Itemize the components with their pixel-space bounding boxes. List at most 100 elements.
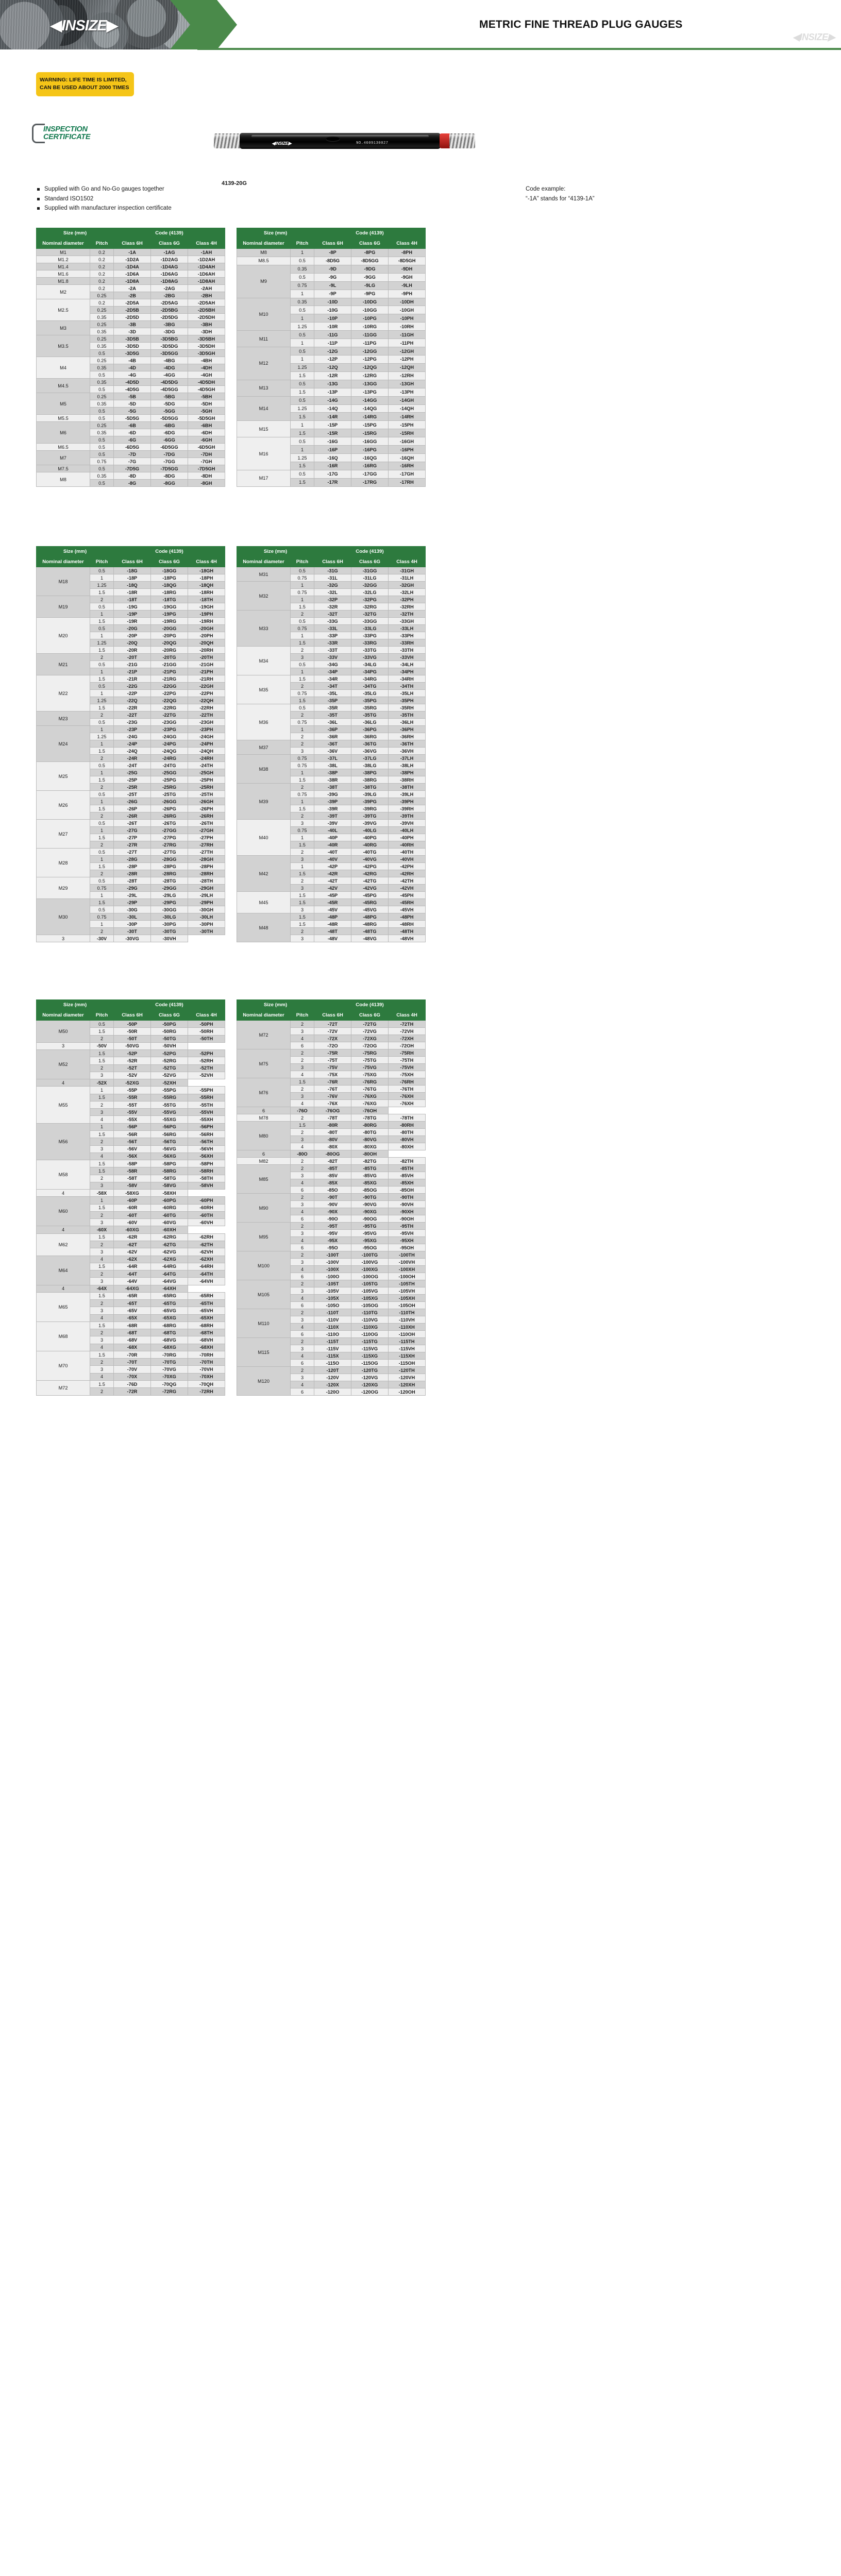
cell-class-4h: -60RH	[188, 1204, 225, 1212]
cell-pitch: 1.5	[90, 588, 114, 596]
table-row: 1 -28G -28GG -28GH	[37, 855, 225, 863]
cell-class-6g: -22GG	[150, 682, 188, 690]
cell-class-6h: -45V	[314, 906, 351, 913]
cell-class-6g: -50PG	[150, 1020, 188, 1028]
table-row: 2 -65T -65TG -65TH	[37, 1299, 225, 1308]
cell-class-6h: -28G	[113, 855, 151, 863]
cell-class-4h: -115VH	[388, 1345, 426, 1352]
cell-nominal-diameter: M7.5	[36, 465, 90, 472]
cell-class-6h: -3D	[113, 328, 151, 335]
cell-pitch: 1.25	[290, 322, 314, 331]
logo-arrow-right-icon: ▶	[828, 32, 835, 42]
cell-class-6g: -60XG	[113, 1226, 151, 1234]
cell-class-6h: -17G	[314, 469, 351, 479]
cell-nominal-diameter: M25	[36, 761, 90, 791]
cell-class-6h: -105O	[314, 1301, 351, 1309]
cell-class-6h: -33L	[314, 624, 351, 632]
cell-class-6g: -32RG	[351, 603, 389, 611]
cell-class-6h: -68R	[113, 1321, 151, 1330]
cell-class-6g: -38RG	[351, 776, 389, 784]
table-row: M50 0.5 -50P -50PG -50PH	[36, 1020, 225, 1043]
cell-class-6g: -39VG	[351, 819, 389, 827]
cell-class-4h: -45PH	[388, 891, 426, 899]
cell-pitch: 1.5	[90, 776, 114, 784]
cell-class-6h: -76V	[314, 1092, 351, 1100]
cell-class-4h: -33VH	[388, 653, 426, 661]
table-row: 6 -72O -72OG -72OH	[237, 1042, 426, 1049]
cell-class-4h: -76OH	[351, 1107, 389, 1114]
cell-nominal-diameter: M4	[36, 357, 90, 379]
cell-class-4h: -95TH	[388, 1222, 426, 1230]
cell-class-6h: -2A	[113, 284, 151, 292]
cell-class-4h: -30VH	[150, 935, 188, 942]
cell-class-6h: -32R	[314, 603, 351, 611]
table-row: 4 -100X -100XG -100XH	[237, 1265, 426, 1273]
cell-class-6g: -105OG	[351, 1301, 389, 1309]
cell-pitch: 1.5	[90, 646, 114, 654]
cell-class-4h: -23PH	[188, 725, 225, 733]
cell-class-6g: -60RG	[150, 1204, 188, 1212]
header-code-group: Code (4139)	[113, 228, 225, 239]
cell-class-6g: -55XG	[150, 1115, 188, 1124]
cell-class-4h: -58VH	[188, 1181, 225, 1190]
cell-pitch: 0.75	[90, 884, 114, 892]
table-row: 3 -90V -90VG -90VH	[237, 1200, 426, 1208]
table-row: M2.5 0.2 -2D5A -2D5AG -2D5AH	[36, 299, 225, 321]
cell-class-6h: -48P	[314, 913, 351, 921]
cell-class-6h: -62V	[113, 1248, 151, 1256]
cell-class-6h: -23P	[113, 725, 151, 733]
cell-nominal-diameter: M23	[36, 711, 90, 726]
cell-class-6h: -55X	[113, 1115, 151, 1124]
cell-pitch: 2	[290, 1337, 314, 1345]
header-nominal-diameter: Nominal diameter	[36, 238, 90, 249]
cell-class-6g: -19PG	[150, 610, 188, 618]
table-row: 2 -52T -52TG -52TH	[37, 1064, 225, 1072]
table-row: 2 -76T -76TG -76TH	[237, 1085, 426, 1093]
cell-pitch: 1	[290, 668, 314, 675]
cell-class-6g: -24PG	[150, 740, 188, 748]
table-row: M2 0.2 -2A -2AG -2AH	[36, 284, 225, 299]
table-row: 1 -40P -40PG -40PH	[237, 834, 426, 841]
cell-class-6g: -8PG	[351, 248, 389, 257]
cell-pitch: 0.5	[90, 567, 114, 574]
cell-class-4h: -75VH	[388, 1063, 426, 1071]
table-row: 1.5 -12R -12RG -12RH	[237, 371, 426, 380]
cell-pitch: 1.5	[90, 1167, 114, 1175]
cell-class-4h: -1D6AH	[188, 270, 225, 278]
cell-class-6g: -32LG	[351, 588, 389, 596]
header-class-6g: Class 6G	[150, 1010, 188, 1021]
header-class-6h: Class 6H	[314, 1010, 351, 1021]
cell-class-4h: -2BH	[188, 292, 225, 299]
cell-class-6h: -27R	[113, 841, 151, 849]
cell-class-6g: -68VG	[150, 1336, 188, 1344]
cell-class-6h: -38R	[314, 776, 351, 784]
cell-class-4h: -18PH	[188, 574, 225, 582]
cell-class-6h: -105T	[314, 1280, 351, 1287]
cell-class-6h: -36P	[314, 725, 351, 733]
table-row: 1.5 -64R -64RG -64RH	[37, 1262, 225, 1271]
list-item: Standard ISO1502	[37, 194, 172, 204]
cell-class-6h: -6B	[113, 421, 151, 429]
cell-class-4h: -2D5BH	[188, 306, 225, 314]
cell-pitch: 0.5	[290, 347, 314, 355]
table-row: 4 -70X -70XG -70XH	[37, 1372, 225, 1381]
cell-nominal-diameter: M105	[237, 1280, 291, 1309]
cell-class-6g: -36VG	[351, 747, 389, 755]
cell-class-6g: -31LG	[351, 574, 389, 582]
cell-class-4h: -55VH	[188, 1108, 225, 1116]
cell-class-6h: -2D5A	[113, 299, 151, 307]
table-row: 1.5 -48R -48RG -48RH	[237, 920, 426, 928]
cell-class-4h: -55RH	[188, 1093, 225, 1101]
cell-pitch: 1.5	[90, 1057, 114, 1065]
cell-class-4h: -55TH	[188, 1100, 225, 1109]
cell-class-6g: -56RG	[150, 1130, 188, 1139]
cell-class-4h: -34LH	[388, 660, 426, 668]
cell-class-6g: -64TG	[150, 1270, 188, 1278]
cell-pitch: 0.25	[90, 393, 114, 400]
cell-class-4h: -20QH	[188, 639, 225, 647]
cell-class-4h: -1AH	[188, 248, 225, 256]
cell-class-4h: -35RH	[388, 704, 426, 711]
cell-pitch: 0.35	[90, 472, 114, 480]
cell-class-4h: -42TH	[388, 877, 426, 885]
cell-class-6g: -58XG	[113, 1189, 151, 1197]
